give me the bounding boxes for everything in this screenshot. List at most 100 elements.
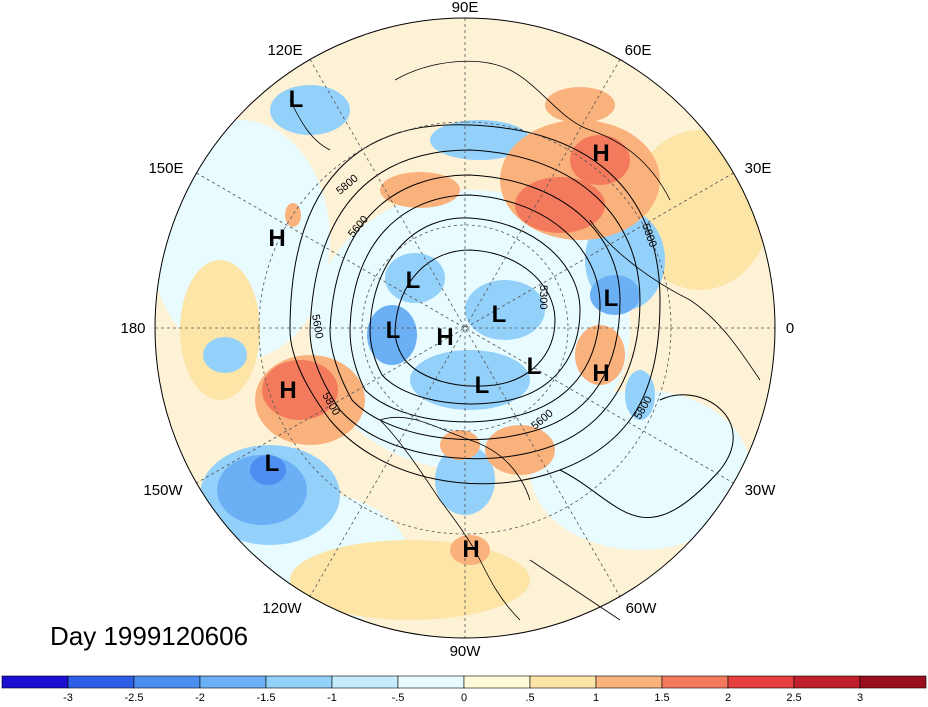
contour-5800: [289, 124, 661, 485]
colorbar-tick-label: -1.5: [257, 692, 276, 702]
coastline: [379, 419, 521, 621]
lon-label-120e: 120E: [267, 42, 302, 59]
colorbar-tick-label: 2: [725, 692, 731, 702]
latitude-circle: [361, 224, 569, 432]
graticule: [155, 18, 775, 638]
lon-label-0: 0: [786, 320, 794, 337]
colorbar-swatch: [133, 675, 201, 689]
colorbar-tick-label: -.5: [392, 692, 405, 702]
day-label: Day 1999120606: [50, 621, 248, 651]
meridian: [309, 59, 621, 597]
colorbar-swatch: [67, 675, 135, 689]
anomaly-region: [485, 425, 555, 475]
anomaly-region: [450, 535, 490, 565]
anomaly-region: [250, 455, 286, 485]
contour-5600: [329, 174, 621, 441]
anomaly-region: [285, 203, 301, 227]
colorbar-tick-label: 0: [461, 692, 467, 702]
colorbar-swatch: [1, 675, 69, 689]
pressure-center-high: H: [279, 377, 296, 404]
coastlines: [289, 60, 761, 621]
pressure-center-high: H: [592, 140, 609, 167]
colorbar-swatch: [199, 675, 267, 689]
colorbar-tick-label: 1.5: [654, 692, 669, 702]
contour-line: [394, 249, 556, 387]
anomaly-region: [515, 177, 605, 233]
lon-label-60e: 60E: [625, 42, 652, 59]
colorbar-swatch: [331, 675, 399, 689]
coastline: [379, 416, 531, 501]
colorbar-tick-label: -3: [63, 692, 73, 702]
lon-label-120w: 120W: [262, 600, 302, 617]
anomaly-region: [410, 350, 530, 410]
map-border: [154, 17, 776, 639]
lon-label-30e: 30E: [745, 160, 772, 177]
colorbar-swatch: [397, 675, 465, 689]
pressure-center-low: L: [386, 317, 401, 344]
colorbar: -3 -2.5 -2 -1.5 -1 -.5 0 .5 1 1.5 2 2.5 3: [1, 675, 927, 704]
meridian: [196, 172, 734, 484]
pressure-center-high: H: [462, 536, 479, 563]
contour-line: [309, 149, 641, 460]
anomaly-region: [625, 370, 655, 420]
coastline: [589, 219, 761, 381]
anomaly-region: [545, 87, 615, 123]
anomaly-region: [530, 390, 750, 550]
longitude-labels: 90E 60E 30E 0 30W 60W 90W 120W 150W 180 …: [120, 0, 794, 660]
colorbar-swatch: [595, 675, 663, 689]
pressure-center-low: L: [475, 372, 490, 399]
pressure-center-low: L: [604, 285, 619, 312]
pressure-center-low: L: [406, 267, 421, 294]
lon-label-60w: 60W: [626, 600, 658, 617]
colorbar-swatch: [529, 675, 597, 689]
anomaly-region: [440, 430, 480, 460]
anomaly-region: [203, 337, 247, 373]
anomaly-region: [270, 85, 350, 135]
lon-label-150e: 150E: [148, 160, 183, 177]
anomaly-region: [570, 135, 630, 185]
contour-label: 5600: [309, 313, 325, 339]
colorbar-swatch: [661, 675, 729, 689]
anomaly-region: [367, 305, 417, 365]
colorbar-tick-label: -1: [327, 692, 337, 702]
contour-label: 5300: [537, 285, 549, 309]
pressure-center-high: H: [268, 225, 285, 252]
anomaly-region: [180, 260, 260, 400]
colorbar-swatch: [265, 675, 333, 689]
coastline: [529, 559, 621, 621]
anomaly-region: [465, 280, 545, 340]
coastline: [394, 60, 671, 201]
lon-label-30w: 30W: [745, 482, 777, 499]
contour-line: [559, 394, 734, 518]
meridian: [309, 59, 621, 597]
colorbar-tick-label: 2.5: [786, 692, 801, 702]
contour-5300: [369, 217, 581, 405]
pressure-center-low: L: [265, 450, 280, 477]
anomaly-region: [575, 325, 625, 385]
pressure-centers: L H H L H L L L H L L L H H: [265, 86, 619, 563]
colorbar-tick-label: .5: [525, 692, 534, 702]
pressure-center-high: H: [436, 324, 453, 351]
colorbar-swatch: [463, 675, 531, 689]
anomaly-region: [590, 275, 640, 315]
anomaly-region: [380, 172, 460, 208]
meridian: [196, 172, 734, 484]
colorbar-tick-label: -2: [195, 692, 205, 702]
lon-label-90w: 90W: [450, 643, 482, 660]
pressure-center-low: L: [492, 301, 507, 328]
pressure-center-low: L: [289, 86, 304, 113]
colorbar-swatch: [793, 675, 861, 689]
colorbar-swatch: [859, 675, 927, 689]
height-contours: [289, 124, 734, 518]
coastline: [289, 99, 331, 151]
lon-label-90e: 90E: [452, 0, 479, 16]
colorbar-swatch: [727, 675, 795, 689]
lon-label-150w: 150W: [143, 482, 183, 499]
colorbar-tick-label: 3: [857, 692, 863, 702]
pressure-center-low: L: [527, 353, 542, 380]
anomaly-region: [290, 540, 530, 620]
colorbar-tick-label: -2.5: [125, 692, 144, 702]
lon-label-180: 180: [120, 320, 145, 337]
